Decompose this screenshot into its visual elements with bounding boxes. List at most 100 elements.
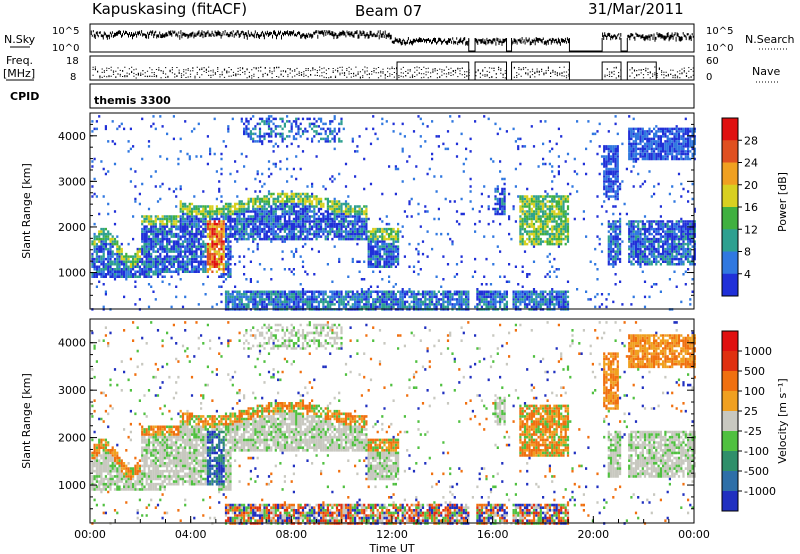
colorbar-swatch — [722, 331, 738, 352]
nave-label: Nave — [752, 65, 780, 78]
y-tick-label: 3000 — [58, 384, 86, 397]
time-x-label: Time UT — [368, 542, 414, 554]
power-colorbar: 28 24 20 16 12 8 4 — [721, 117, 758, 297]
colorbar-frame — [721, 330, 739, 512]
velocity-y-label: Slant Range [km] — [20, 373, 33, 469]
colorbar-swatch — [722, 229, 738, 252]
power-heatmap — [91, 115, 696, 311]
nave-step — [511, 61, 570, 81]
cpid-panel-frame — [89, 83, 695, 109]
colorbar-swatch — [722, 451, 738, 472]
heatmap-cells — [91, 321, 696, 525]
nave-step — [474, 61, 508, 81]
nsearch-label: N.Search — [745, 33, 795, 46]
colorbar-swatch — [722, 184, 738, 208]
station-title: Kapuskasing (fitACF) — [92, 0, 247, 18]
nsky-trace — [90, 30, 694, 52]
nsearch-step — [468, 38, 476, 52]
heatmap-cells — [91, 115, 696, 311]
freq-panel-frame — [89, 55, 695, 81]
x-tick-label: 04:00 — [175, 528, 207, 541]
power-panel-frame — [89, 112, 695, 310]
y-tick-label: 1000 — [58, 267, 86, 280]
colorbar-swatch — [722, 411, 738, 432]
colorbar-swatch — [722, 351, 738, 372]
x-tick-label: 00:00 — [74, 528, 106, 541]
heatmap-cells — [91, 321, 696, 525]
colorbar-swatch — [722, 118, 738, 141]
heatmap-cells — [206, 220, 225, 273]
date-label: 31/Mar/2011 — [588, 0, 684, 18]
nsky-panel-frame — [89, 23, 695, 53]
nave-step — [626, 61, 657, 81]
nsearch-top-tick: 10^5 — [706, 26, 733, 37]
beam-label: Beam 07 — [355, 2, 422, 20]
x-tick-label: 16:00 — [477, 528, 509, 541]
heatmap-cells — [91, 321, 696, 525]
colorbar-swatch — [722, 391, 738, 412]
colorbar-swatch — [722, 431, 738, 452]
colorbar-tick-label: 12 — [744, 223, 758, 236]
freq-label: Freq. — [6, 54, 33, 67]
colorbar-tick-label: 100 — [744, 385, 765, 398]
colorbar-tick-label: 28 — [744, 134, 758, 147]
colorbar-tick-label: 25 — [744, 405, 758, 418]
power-y-axis: 1000 2000 3000 4000 — [58, 123, 694, 296]
y-tick-label: 4000 — [58, 337, 86, 350]
nsearch-step — [568, 38, 603, 52]
freq-top-tick: 18 — [66, 56, 79, 67]
colorbar-swatch — [722, 162, 738, 186]
cpid-value: themis 3300 — [94, 94, 171, 107]
freq-unit: [MHz] — [3, 67, 35, 80]
colorbar-tick-label: -500 — [744, 465, 769, 478]
nave-top-tick: 60 — [706, 56, 719, 67]
colorbar-tick-label: 8 — [744, 246, 751, 259]
colorbar-swatch — [722, 491, 738, 512]
nsky-top-tick: 10^5 — [52, 26, 79, 37]
heatmap-cells — [91, 115, 696, 311]
nsky-data — [90, 30, 694, 46]
colorbar-tick-label: -25 — [744, 425, 762, 438]
colorbar-tick-label: 20 — [744, 179, 758, 192]
velocity-colorbar: 1000 500 100 25 -25 -100 -500 -1000 — [721, 330, 776, 512]
y-tick-label: 1000 — [58, 479, 86, 492]
colorbar-tick-label: -1000 — [744, 485, 776, 498]
nave-bottom-tick: 0 — [706, 72, 712, 83]
y-tick-label: 4000 — [58, 130, 86, 143]
colorbar-swatch — [722, 273, 738, 297]
colorbar-tick-label: 24 — [744, 157, 758, 170]
freq-bottom-tick: 8 — [70, 72, 76, 83]
nsearch-step — [506, 38, 513, 52]
velocity-colorbar-label: Velocity [m s⁻¹] — [776, 378, 789, 463]
heatmap-cells — [93, 192, 570, 273]
power-y-label: Slant Range [km] — [20, 163, 33, 259]
nsky-bottom-tick: 10^0 — [52, 43, 79, 54]
heatmap-cells — [224, 503, 570, 525]
colorbar-tick-label: 16 — [744, 201, 758, 214]
colorbar-tick-label: 500 — [744, 365, 765, 378]
velocity-y-axis: 1000 2000 3000 4000 — [58, 330, 694, 510]
y-tick-label: 3000 — [58, 175, 86, 188]
nave-step — [396, 61, 470, 81]
power-colorbar-label: Power [dB] — [776, 172, 789, 232]
nave-step — [601, 61, 622, 81]
heatmap-cells — [91, 192, 570, 266]
x-tick-label: 20:00 — [577, 528, 609, 541]
colorbar-swatch — [722, 471, 738, 492]
time-x-axis: 00:00 04:00 08:00 12:00 16:00 20:00 00:00 — [74, 516, 710, 541]
nsearch-bottom-tick: 10^0 — [706, 43, 733, 54]
cpid-label: CPID — [10, 90, 39, 103]
nsky-label: N.Sky — [4, 33, 36, 46]
freq-trace — [92, 61, 694, 81]
heatmap-cells — [206, 220, 225, 268]
x-tick-label: 00:00 — [678, 528, 710, 541]
nsearch-step — [620, 38, 628, 52]
colorbar-tick-label: -100 — [744, 445, 769, 458]
freq-data — [92, 66, 694, 79]
velocity-heatmap — [91, 321, 696, 525]
colorbar-swatch — [722, 207, 738, 230]
x-tick-label: 08:00 — [275, 528, 307, 541]
heatmap-cells — [93, 334, 696, 478]
y-tick-label: 2000 — [58, 432, 86, 445]
